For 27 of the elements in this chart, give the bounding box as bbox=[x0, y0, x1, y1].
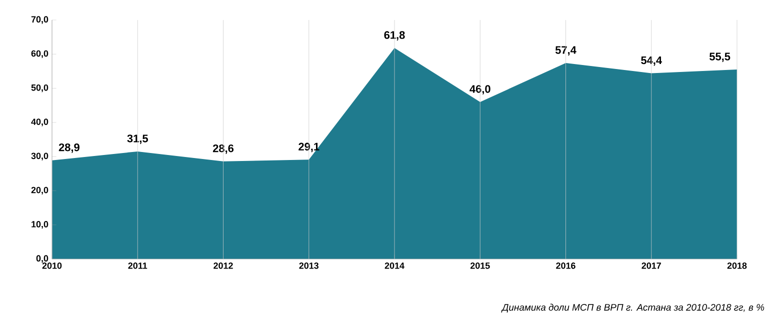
x-tick-label: 2015 bbox=[470, 262, 490, 269]
y-tick-label: 10,0 bbox=[32, 221, 48, 229]
x-tick-label: 2014 bbox=[384, 262, 404, 269]
x-tick-label: 2010 bbox=[42, 262, 62, 269]
data-label: 54,4 bbox=[641, 56, 662, 66]
x-tick-label: 2011 bbox=[128, 262, 148, 269]
y-tick-label: 20,0 bbox=[31, 186, 48, 195]
x-tick-label: 2017 bbox=[642, 262, 661, 269]
data-label: 55,5 bbox=[709, 52, 730, 62]
data-label: 28,9 bbox=[58, 143, 80, 153]
x-tick-label: 2018 bbox=[727, 262, 747, 269]
y-tick-label: 50,0 bbox=[31, 84, 48, 92]
y-tick-label: 30,0 bbox=[31, 152, 48, 160]
x-tick-label: 2016 bbox=[556, 262, 576, 269]
y-tick-label: 40,0 bbox=[31, 118, 48, 126]
text: Динамика доли МСП в ВРП г. Астана за 2010-2018 гг, в % bbox=[501, 304, 764, 312]
data-label: 28,6 bbox=[212, 144, 234, 154]
y-tick-label: 70,0 bbox=[31, 16, 48, 24]
y-tick-label: 60,0 bbox=[31, 50, 48, 58]
data-label: 46,0 bbox=[470, 85, 490, 94]
data-label: 61,8 bbox=[384, 31, 405, 40]
x-tick-label: 2012 bbox=[214, 262, 233, 269]
data-label: 31,5 bbox=[127, 134, 148, 144]
data-label: 29,1 bbox=[298, 142, 320, 152]
x-tick-label: 2013 bbox=[299, 262, 319, 269]
y-tick-label: 0,0 bbox=[36, 255, 48, 263]
data-label: 57,4 bbox=[555, 46, 576, 56]
